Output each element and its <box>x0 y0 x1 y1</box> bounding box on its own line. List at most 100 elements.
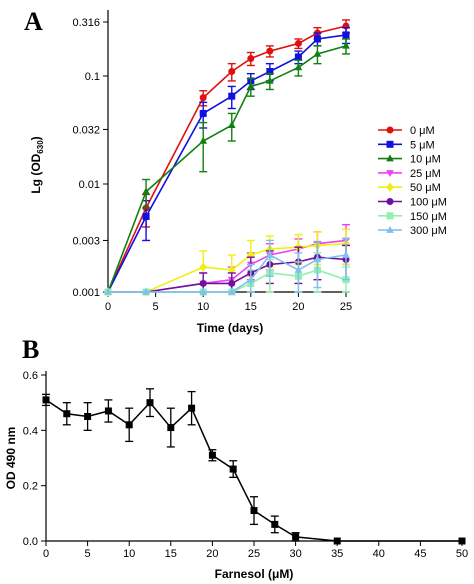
chart-a-x-tick-label: 5 <box>153 301 159 313</box>
legend-label: 300 μM <box>410 225 447 237</box>
chart-a-point <box>199 94 207 102</box>
chart-a-y-tick-label: 0.1 <box>85 71 100 83</box>
chart-b-x-axis-label: Farnesol (μM) <box>215 567 294 581</box>
chart-a-series-line <box>107 45 347 293</box>
chart-a-x-tick-label: 25 <box>340 301 352 313</box>
chart-a-y-tick-label: 0.01 <box>79 179 100 191</box>
chart-a-point <box>246 275 255 283</box>
chart-a-point <box>199 136 208 144</box>
chart-a-point <box>228 68 236 76</box>
legend-swatch-marker <box>386 126 394 134</box>
legend-swatch-marker <box>386 154 394 162</box>
chart-a-point <box>266 68 274 76</box>
chart-a-point <box>294 53 302 61</box>
chart-a-point <box>142 213 150 221</box>
chart-a-point <box>227 287 236 295</box>
chart-a-x-axis-label: Time (days) <box>197 321 263 335</box>
chart-a-series-6 <box>104 252 350 296</box>
chart-a-point <box>294 265 303 273</box>
chart-b-point <box>125 421 133 429</box>
chart-b-point <box>229 465 237 473</box>
chart-a-series-2 <box>104 38 350 295</box>
chart-a-series-3 <box>104 223 350 297</box>
chart-b-point <box>250 507 258 515</box>
chart-b-point <box>167 424 175 432</box>
legend-label: 150 μM <box>410 211 447 223</box>
chart-b-x-tick-label: 15 <box>165 548 177 560</box>
chart-a-point <box>142 287 150 295</box>
chart-a-y-tick-label: 0.316 <box>72 17 100 29</box>
legend-item: 150 μM <box>378 211 447 223</box>
chart-b-y-tick-label: 0.0 <box>23 536 38 548</box>
legend-label: 100 μM <box>410 197 447 209</box>
chart-a-series-line <box>108 253 347 293</box>
legend-swatch-marker <box>386 140 394 148</box>
legend-swatch-marker <box>386 225 394 233</box>
chart-b-point <box>146 399 154 407</box>
panel-a-letter: A <box>24 7 43 36</box>
chart-a-x-tick-label: 15 <box>245 301 257 313</box>
chart-a-series-0 <box>104 19 350 296</box>
chart-b-x-tick-label: 45 <box>414 548 426 560</box>
chart-a-series-7 <box>104 238 350 295</box>
legend-label: 50 μM <box>410 182 441 194</box>
chart-b-x-tick-label: 0 <box>43 548 49 560</box>
chart-b-x-tick-label: 5 <box>85 548 91 560</box>
chart-a-series-line <box>107 34 347 293</box>
chart-b-x-tick-label: 30 <box>289 548 301 560</box>
chart-a-point <box>199 287 208 295</box>
chart-a-axes: 0.001 0.003 0.01 0.032 0.1 0.316 0 5 10 15 20 25 <box>72 10 352 313</box>
chart-a-point <box>342 31 350 39</box>
chart-a-point <box>228 92 236 100</box>
chart-a-x-tick-label: 20 <box>292 301 304 313</box>
chart-a-series-line <box>107 25 347 293</box>
chart-a-point <box>227 265 236 275</box>
chart-b-point <box>292 533 300 541</box>
chart-a-x-tick-label: 10 <box>197 301 209 313</box>
legend-label: 10 μM <box>410 154 441 166</box>
chart-b-y-axis-label: OD 490 nm <box>4 427 18 490</box>
chart-a-point <box>313 49 322 57</box>
chart-b-point <box>104 407 112 415</box>
panel-b-letter: B <box>22 335 39 364</box>
chart-b-series <box>42 388 466 545</box>
legend-item: 0 μM <box>378 125 435 137</box>
chart-a-series-1 <box>104 26 350 296</box>
chart-a-point <box>294 63 303 71</box>
chart-a-point <box>294 39 302 47</box>
chart-b-point <box>42 396 50 404</box>
chart-a-point <box>247 55 255 63</box>
legend-swatch-marker <box>386 198 394 205</box>
chart-b-point <box>63 410 71 418</box>
chart-b-y-tick-label: 0.6 <box>23 370 38 382</box>
chart-a-series-line <box>108 239 347 293</box>
legend-label: 5 μM <box>410 139 435 151</box>
chart-a-series-4 <box>104 228 350 297</box>
chart-a-point <box>313 255 322 263</box>
chart-a-legend: 0 μM 5 μM 10 μM 25 μM 50 μM 100 μM 150 μM 300 μ… <box>378 125 447 237</box>
chart-a-point <box>342 250 350 258</box>
legend-item: 5 μM <box>378 139 435 151</box>
legend-item: 25 μM <box>378 168 441 180</box>
chart-a-x-tick-label: 0 <box>105 301 111 313</box>
chart-a-y-tick-label: 0.001 <box>72 287 100 299</box>
chart-a-point <box>266 47 274 55</box>
chart-b-x-tick-label: 25 <box>248 548 260 560</box>
chart-a-point <box>104 287 112 295</box>
chart-b-x-tick-label: 20 <box>206 548 218 560</box>
chart-a-point <box>227 121 236 129</box>
panel-b: B 0.0 0.2 0.4 0.6 0 5 10 15 20 25 30 35 40 45 50 Farne… <box>4 335 468 581</box>
legend-item: 300 μM <box>378 225 447 237</box>
chart-a-y-tick-label: 0.003 <box>72 235 100 247</box>
legend-label: 0 μM <box>410 125 435 137</box>
chart-a-y-axis-label: Lg (OD630) <box>29 136 45 193</box>
chart-b-point <box>458 537 466 545</box>
legend-swatch-marker <box>386 182 394 192</box>
chart-a-series <box>104 19 350 297</box>
chart-b-point <box>84 413 92 420</box>
legend-item: 100 μM <box>378 197 447 209</box>
chart-b-point <box>188 404 196 412</box>
chart-a-series-line <box>108 242 347 293</box>
chart-b-y-tick-label: 0.2 <box>23 481 38 493</box>
